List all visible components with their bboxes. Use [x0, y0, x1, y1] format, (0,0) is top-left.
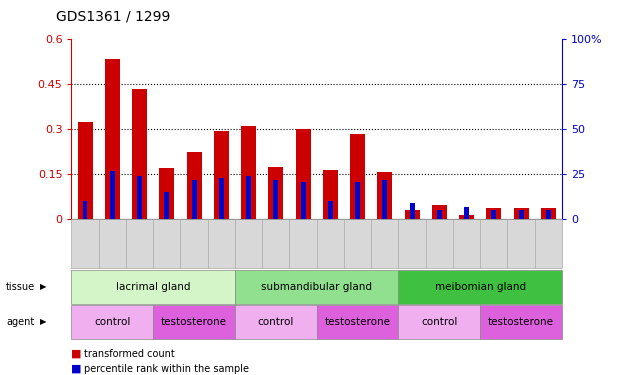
Text: GDS1361 / 1299: GDS1361 / 1299 — [56, 9, 170, 23]
Bar — [296, 129, 310, 219]
Bar — [192, 180, 196, 219]
Bar — [432, 205, 447, 219]
Bar — [486, 208, 501, 219]
Bar — [160, 168, 175, 219]
Text: ▶: ▶ — [40, 282, 47, 291]
Bar — [383, 180, 388, 219]
Bar — [105, 59, 120, 219]
Bar — [410, 203, 415, 219]
Bar — [378, 172, 392, 219]
Text: control: control — [421, 317, 458, 327]
Text: lacrimal gland: lacrimal gland — [116, 282, 191, 292]
Text: ■: ■ — [71, 349, 82, 358]
Bar — [437, 210, 442, 219]
Bar — [323, 171, 338, 219]
Text: testosterone: testosterone — [161, 317, 227, 327]
Bar — [355, 182, 360, 219]
Bar — [246, 176, 251, 219]
Bar — [546, 210, 551, 219]
Text: control: control — [94, 317, 130, 327]
Text: ■: ■ — [71, 364, 82, 374]
Bar — [405, 210, 420, 219]
Bar — [273, 180, 278, 219]
Bar — [132, 89, 147, 219]
Text: control: control — [258, 317, 294, 327]
Text: testosterone: testosterone — [325, 317, 391, 327]
Bar — [459, 215, 474, 219]
Text: tissue: tissue — [6, 282, 35, 292]
Bar — [165, 192, 170, 219]
Bar — [83, 201, 88, 219]
Bar — [519, 210, 524, 219]
Bar — [110, 171, 115, 219]
Text: ▶: ▶ — [40, 317, 47, 326]
Bar — [219, 178, 224, 219]
Bar — [268, 167, 283, 219]
Bar — [514, 208, 528, 219]
Text: submandibular gland: submandibular gland — [261, 282, 372, 292]
Bar — [541, 208, 556, 219]
Bar — [214, 131, 229, 219]
Bar — [350, 134, 365, 219]
Text: percentile rank within the sample: percentile rank within the sample — [84, 364, 249, 374]
Bar — [301, 182, 306, 219]
Bar — [186, 152, 202, 219]
Bar — [78, 122, 93, 219]
Bar — [464, 207, 469, 219]
Bar — [137, 176, 142, 219]
Bar — [241, 126, 256, 219]
Bar — [491, 210, 496, 219]
Text: transformed count: transformed count — [84, 349, 175, 358]
Text: testosterone: testosterone — [488, 317, 554, 327]
Text: agent: agent — [6, 317, 34, 327]
Bar — [328, 201, 333, 219]
Text: meibomian gland: meibomian gland — [435, 282, 526, 292]
